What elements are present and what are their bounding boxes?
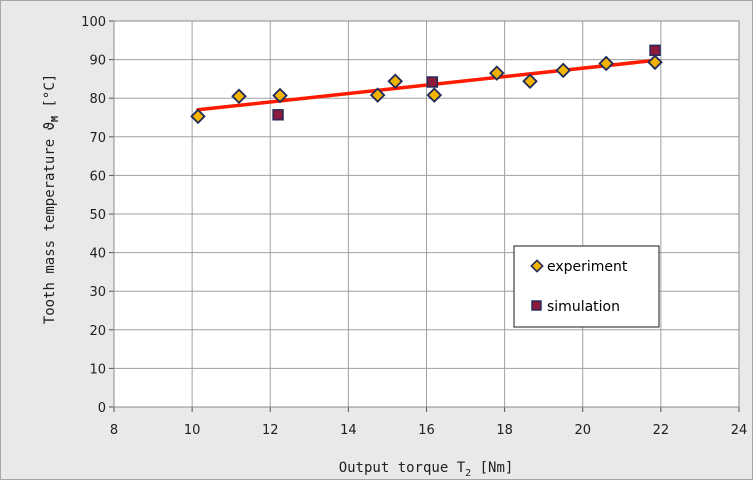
y-tick-label: 100 [81, 15, 106, 30]
x-tick-label: 22 [653, 423, 670, 438]
x-tick-label: 16 [418, 423, 435, 438]
legend-experiment-marker [530, 259, 544, 273]
experiment-point [522, 73, 538, 89]
y-tick-label: 30 [89, 285, 106, 300]
x-tick-label: 14 [340, 423, 357, 438]
legend: experiment simulation [513, 245, 660, 328]
experiment-point [190, 108, 206, 125]
experiment-point [647, 54, 663, 71]
x-tick-label: 8 [110, 423, 118, 438]
x-tick-label: 10 [184, 423, 201, 438]
tick-labels: 8 10 12 14 16 18 20 22 24 0 10 20 30 40 50 60 70 80 90 100 [81, 15, 747, 438]
y-tick-label: 10 [89, 362, 106, 377]
y-tick-label: 80 [89, 92, 106, 107]
y-tick-label: 70 [89, 131, 106, 146]
experiment-point [387, 73, 404, 89]
y-tick-label: 50 [89, 208, 106, 223]
simulation-point [649, 44, 661, 57]
legend-simulation-label: simulation [547, 299, 620, 315]
trendline-line [196, 58, 657, 112]
experiment-point [598, 55, 614, 72]
experiment-point [555, 62, 571, 79]
x-tick-label: 12 [262, 423, 279, 438]
simulation-point [272, 109, 284, 121]
y-axis-title: Tooth mass temperature ϑM [°C] [42, 74, 61, 324]
experiment-point [369, 87, 386, 103]
experiment-point [272, 87, 288, 104]
trendline [196, 58, 657, 112]
x-tick-label: 24 [731, 423, 748, 438]
data-points [190, 44, 663, 125]
plot-border [113, 20, 740, 408]
legend-simulation-marker [531, 300, 542, 311]
x-tick-label: 20 [574, 423, 591, 438]
y-tick-label: 90 [89, 54, 106, 69]
x-axis-title: Output torque T2 [Nm] [339, 460, 514, 479]
x-tick-label: 18 [496, 423, 513, 438]
experiment-point [426, 87, 443, 103]
y-tick-label: 0 [98, 401, 106, 416]
simulation-point [426, 76, 439, 88]
legend-experiment-label: experiment [547, 259, 628, 275]
y-tick-label: 60 [89, 169, 106, 184]
y-tick-label: 20 [89, 324, 106, 339]
y-tick-label: 40 [89, 247, 106, 262]
legend-box [513, 245, 660, 328]
experiment-point [231, 88, 247, 105]
experiment-point [489, 65, 505, 81]
